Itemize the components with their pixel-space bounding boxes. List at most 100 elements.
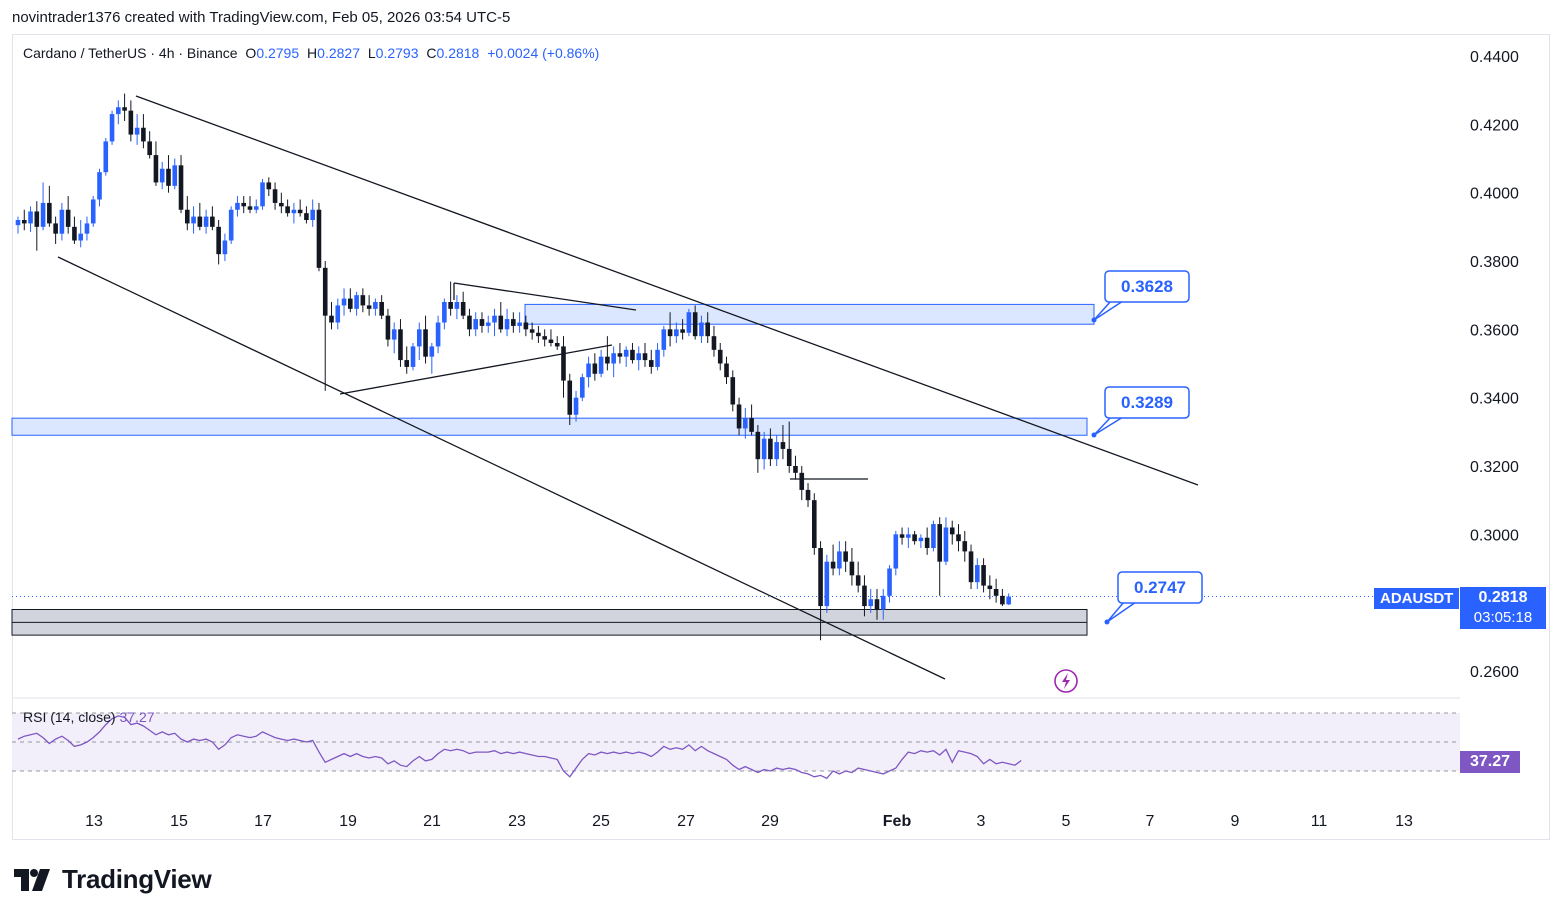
candle — [128, 100, 134, 142]
candle-body — [975, 565, 980, 583]
candle — [730, 370, 736, 412]
candle — [824, 554, 830, 613]
candle — [147, 131, 152, 159]
candle-body — [611, 353, 616, 364]
candle-body — [485, 322, 491, 326]
x-tick-label: 3 — [977, 813, 986, 830]
candle-body — [736, 404, 742, 429]
candle — [931, 520, 936, 552]
candle — [172, 158, 178, 190]
symbol-name: Cardano / TetherUS · 4h · Binance — [23, 45, 238, 61]
candle — [479, 312, 485, 333]
candle — [435, 315, 441, 354]
candle-body — [134, 127, 140, 135]
x-tick-label: 5 — [1062, 813, 1071, 830]
candle — [184, 196, 190, 231]
candle — [47, 185, 52, 227]
candle — [416, 322, 422, 361]
candle — [686, 308, 692, 337]
candle-body — [329, 315, 334, 323]
candle-body — [40, 202, 46, 227]
candle — [322, 261, 328, 391]
candle — [780, 425, 786, 460]
candle-body — [774, 442, 779, 460]
candle-body — [786, 448, 792, 466]
candle — [598, 349, 604, 378]
candle-body — [755, 431, 761, 460]
candle — [385, 308, 391, 347]
x-tick-label: 21 — [423, 813, 441, 830]
candle-body — [993, 589, 999, 596]
candle — [266, 177, 272, 197]
candle — [21, 209, 27, 231]
candle-body — [830, 561, 836, 569]
candle — [210, 206, 215, 231]
candle — [636, 346, 642, 371]
price-callout: 0.3289 — [1091, 386, 1190, 438]
candle — [53, 216, 58, 244]
tradingview-brand[interactable]: TradingView — [14, 864, 212, 895]
candle-body — [159, 168, 165, 183]
candle-body — [580, 377, 585, 398]
candle-body — [65, 209, 71, 227]
lightning-icon-bolt — [1062, 673, 1070, 689]
candle-body — [636, 353, 642, 361]
x-tick-label: 15 — [170, 813, 188, 830]
candle-body — [743, 418, 748, 429]
candle-body — [912, 534, 917, 542]
close-value: 0.2818 — [436, 45, 480, 61]
candle-body — [780, 442, 786, 449]
candle — [843, 541, 848, 572]
candle — [874, 589, 880, 620]
candle — [247, 196, 253, 214]
candle-body — [147, 141, 152, 156]
candle-body — [260, 182, 265, 207]
candle-body — [561, 346, 566, 381]
symbol-legend[interactable]: Cardano / TetherUS · 4h · Binance O0.279… — [23, 45, 603, 61]
candle-body — [542, 336, 547, 340]
candle — [975, 558, 980, 589]
candle-body — [699, 322, 704, 337]
candle — [717, 343, 723, 371]
candle-body — [793, 466, 798, 473]
candle-body — [661, 329, 667, 350]
candle — [448, 281, 453, 316]
candle-body — [416, 329, 422, 347]
candle — [291, 202, 297, 224]
candle — [109, 110, 115, 145]
candle-body — [924, 537, 930, 548]
callout-price-label: 0.3289 — [1121, 393, 1173, 412]
candle-body — [141, 127, 146, 142]
candle — [912, 530, 917, 545]
candle-body — [97, 172, 102, 200]
x-tick-label: 13 — [1395, 813, 1413, 830]
candle-body — [454, 302, 460, 309]
candle-body — [34, 211, 40, 227]
candle-body — [943, 527, 949, 562]
candle — [1006, 593, 1011, 606]
candle — [511, 312, 516, 333]
candle-body — [467, 315, 472, 330]
candle-body — [1000, 595, 1005, 605]
candle-body — [241, 202, 247, 207]
candle — [743, 407, 748, 439]
tradingview-logo-icon — [14, 868, 50, 891]
candle-body — [216, 226, 221, 255]
candle — [617, 343, 623, 364]
candle-body — [203, 216, 209, 227]
candle-body — [918, 537, 924, 542]
candle-body — [906, 534, 911, 538]
candle-body — [855, 575, 861, 586]
candle-body — [623, 349, 629, 357]
candle — [203, 209, 209, 234]
candle-body — [837, 551, 842, 569]
candle-body — [247, 206, 253, 210]
candle — [749, 404, 754, 436]
rsi-legend[interactable]: RSI (14, close) 37.27 — [23, 709, 155, 725]
candle — [536, 325, 541, 343]
callout-box — [1104, 270, 1190, 303]
candle — [467, 308, 472, 337]
candle — [492, 308, 497, 337]
candle-body — [949, 527, 955, 535]
